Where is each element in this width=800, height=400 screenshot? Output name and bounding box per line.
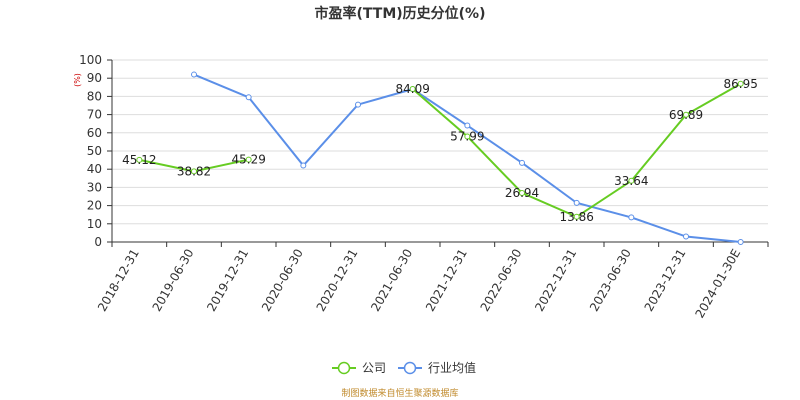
x-tick-label: 2023-12-31	[642, 247, 689, 314]
x-tick-label: 2020-06-30	[259, 247, 306, 314]
y-tick-label: 50	[87, 144, 102, 158]
data-point-1	[355, 101, 361, 108]
data-point-1	[683, 233, 689, 240]
y-tick-label: 30	[87, 180, 102, 194]
data-point-0	[245, 156, 252, 163]
x-tick-label: 2020-12-31	[314, 247, 361, 314]
legend-label: 公司	[362, 361, 386, 375]
data-point-0	[737, 80, 744, 87]
data-labels: 45.12 38.82 45.29 84.09 57.99 26.94 13.86 33.64…	[122, 77, 758, 224]
data-label: 38.82	[177, 164, 211, 178]
series-group	[136, 71, 744, 245]
y-tick-label: 40	[87, 162, 102, 176]
data-point-0	[464, 133, 471, 140]
data-point-1	[191, 71, 197, 78]
y-tick-label: 10	[87, 217, 102, 231]
x-tick-label: 2024-01-30E	[692, 247, 743, 321]
y-tick-label: 60	[87, 126, 102, 140]
series-line-1	[193, 73, 741, 243]
data-label: 33.64	[614, 174, 648, 188]
data-label: 86.95	[723, 77, 757, 91]
x-tick-label: 2018-12-31	[95, 247, 142, 314]
data-point-0	[409, 85, 416, 92]
y-tick-label: 20	[87, 199, 102, 213]
legend-swatch-marker	[403, 361, 417, 375]
data-label: 26.94	[505, 186, 539, 200]
data-point-1	[737, 239, 744, 245]
y-axis-unit: (%)	[73, 73, 82, 87]
y-tick-label: 70	[87, 108, 102, 122]
data-point-0	[519, 189, 525, 196]
x-tick-label: 2022-12-31	[532, 247, 579, 314]
legend-item-1[interactable]: 行业均值	[398, 360, 476, 375]
data-point-1	[573, 199, 580, 206]
data-label: 13.86	[559, 210, 593, 224]
data-point-0	[628, 177, 635, 184]
legend[interactable]: 公司 行业均值	[332, 360, 476, 375]
y-tick-label: 100	[79, 53, 102, 67]
series-line-0	[412, 82, 742, 218]
data-point-1	[628, 214, 635, 221]
grid-lines	[112, 59, 768, 225]
legend-swatch-marker	[337, 361, 351, 375]
data-label: 84.09	[395, 82, 429, 96]
data-label: 57.99	[450, 129, 484, 143]
y-tick-label: 90	[87, 71, 102, 85]
data-point-1	[300, 162, 307, 169]
x-tick-label: 2019-06-30	[150, 247, 197, 314]
legend-item-0[interactable]: 公司	[332, 361, 386, 375]
y-tick-label: 0	[94, 235, 102, 249]
data-point-1	[519, 159, 525, 166]
x-tick-label: 2019-12-31	[204, 247, 251, 314]
source-note: 制图数据来自恒生聚源数据库	[341, 387, 458, 399]
data-point-0	[191, 168, 197, 175]
data-point-1	[464, 122, 471, 129]
x-tick-label: 2022-06-30	[478, 247, 525, 314]
data-label: 45.12	[122, 153, 156, 167]
data-label: 69.89	[669, 108, 703, 122]
x-tick-label: 2023-06-30	[587, 247, 634, 314]
chart-title: 市盈率(TTM)历史分位(%)	[315, 5, 486, 22]
legend-label: 行业均值	[428, 360, 476, 375]
data-point-0	[573, 213, 580, 220]
data-point-0	[683, 111, 689, 118]
x-tick-label: 2021-12-31	[423, 247, 470, 314]
data-point-0	[136, 156, 143, 163]
data-point-1	[245, 94, 252, 101]
y-tick-label: 80	[87, 89, 102, 103]
data-label: 45.29	[231, 153, 265, 167]
x-tick-label: 2021-06-30	[368, 247, 415, 314]
